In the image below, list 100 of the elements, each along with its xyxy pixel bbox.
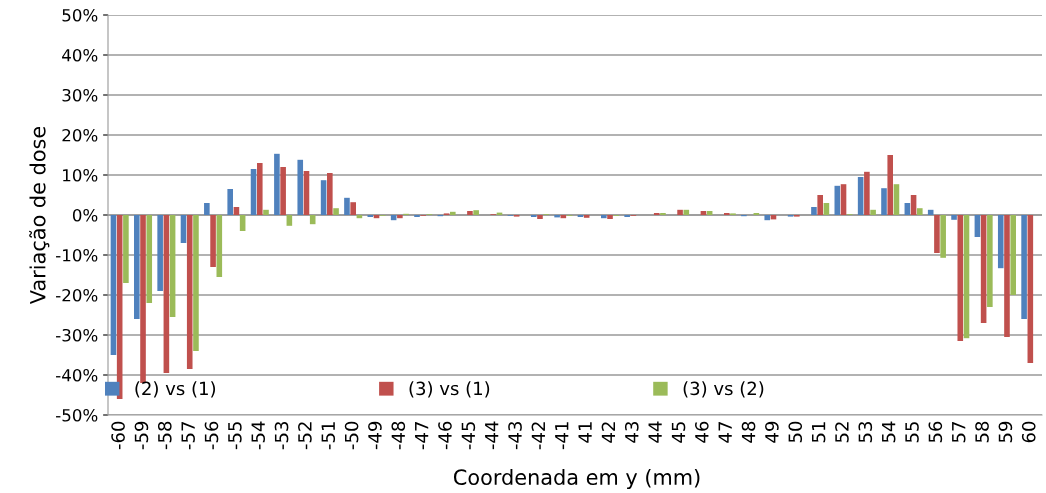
x-tick-label: 46: [695, 421, 709, 443]
x-tick-label: -42: [531, 422, 545, 450]
x-tick-label: -45: [461, 422, 476, 450]
x-tick-label: -59: [134, 421, 149, 450]
bar: [123, 215, 129, 283]
bar: [823, 203, 830, 215]
bar: [940, 215, 946, 258]
y-tick-label: -30%: [56, 328, 98, 342]
bar: [904, 203, 911, 215]
bar: [227, 189, 233, 215]
bar: [700, 211, 707, 215]
bar: [157, 215, 163, 291]
bar: [327, 173, 333, 215]
x-tick-label: 41: [578, 422, 592, 443]
x-tick-label: 42: [601, 422, 616, 443]
x-tick-label: 53: [858, 422, 873, 443]
bar: [951, 215, 957, 220]
bar: [957, 215, 964, 341]
bar: [683, 209, 690, 215]
legend-label: (3) vs (2): [683, 381, 764, 398]
bar: [840, 184, 847, 215]
x-tick-label: 48: [741, 421, 756, 443]
bar: [537, 215, 543, 219]
x-tick-label: -49: [368, 421, 382, 450]
bar: [1004, 215, 1010, 337]
bar: [817, 195, 823, 215]
bar: [811, 207, 817, 215]
x-tick-label: 54: [882, 421, 896, 443]
x-tick-label: 52: [835, 422, 849, 443]
y-tick-label: -50%: [56, 408, 98, 422]
x-tick-label: -46: [438, 421, 452, 450]
x-tick-label: 58: [975, 421, 989, 443]
bar: [309, 215, 316, 225]
x-tick-label: 51: [811, 422, 826, 443]
x-tick-label: 57: [952, 422, 966, 443]
x-tick-label: -48: [391, 421, 406, 450]
bar: [397, 215, 403, 219]
x-tick-label: -54: [251, 421, 266, 450]
bar: [467, 211, 473, 215]
x-tick-label: 50: [788, 421, 803, 443]
bar: [263, 209, 269, 215]
y-tick-label: -10%: [56, 248, 98, 262]
y-tick-label: -40%: [56, 368, 98, 382]
bar: [870, 209, 876, 215]
x-tick-label: 47: [718, 422, 732, 443]
legend-label: (2) vs (1): [135, 381, 216, 398]
x-tick-label: -57: [181, 422, 195, 450]
x-tick-label: -50: [344, 421, 359, 450]
y-tick-label: 0%: [72, 208, 98, 222]
y-tick-label: -20%: [56, 288, 98, 302]
bar: [256, 163, 263, 215]
bar: [320, 180, 327, 215]
bar: [1021, 215, 1027, 319]
x-tick-label: -44: [485, 421, 499, 450]
bar: [140, 215, 146, 383]
x-tick-label: -56: [204, 421, 219, 450]
bar: [997, 215, 1004, 269]
y-axis-title: Variação de dose: [29, 126, 50, 305]
bar: [554, 215, 560, 218]
bar: [881, 188, 887, 215]
bar: [764, 215, 771, 221]
x-tick-label: 55: [905, 422, 919, 443]
bar: [677, 209, 683, 215]
bar: [607, 215, 613, 219]
bar: [350, 202, 356, 215]
bar: [274, 153, 280, 215]
bar: [987, 215, 993, 307]
y-tick-label: 50%: [62, 8, 98, 22]
bar: [344, 197, 350, 215]
bar: [204, 203, 210, 215]
bar: [146, 215, 153, 303]
x-tick-label: -53: [274, 422, 289, 450]
bar: [1010, 215, 1016, 295]
x-tick-label: 56: [928, 421, 943, 443]
x-tick-label: -60: [111, 421, 125, 450]
x-tick-label: -41: [555, 422, 569, 450]
bar: [927, 209, 934, 215]
bar: [473, 210, 479, 215]
x-tick-label: 45: [671, 422, 686, 443]
x-tick-label: 43: [624, 422, 639, 443]
bar: [216, 215, 223, 277]
bar: [887, 155, 894, 215]
bar: [186, 215, 193, 369]
x-tick-label: 44: [648, 421, 662, 443]
bar: [333, 208, 339, 215]
x-tick-label: -52: [298, 422, 312, 450]
bar: [210, 215, 216, 267]
bar: [917, 208, 923, 215]
legend-label: (3) vs (1): [409, 381, 490, 398]
bar: [134, 215, 140, 319]
x-tick-label: 49: [765, 421, 779, 443]
x-tick-label: -58: [157, 421, 172, 450]
x-tick-label: -55: [228, 422, 242, 450]
bar: [893, 184, 900, 215]
bar: [286, 215, 293, 226]
x-tick-label: 59: [998, 421, 1013, 443]
y-tick-label: 20%: [62, 128, 98, 142]
x-tick-label: -47: [415, 422, 429, 450]
x-tick-label: -43: [508, 422, 522, 450]
bar: [297, 159, 304, 215]
